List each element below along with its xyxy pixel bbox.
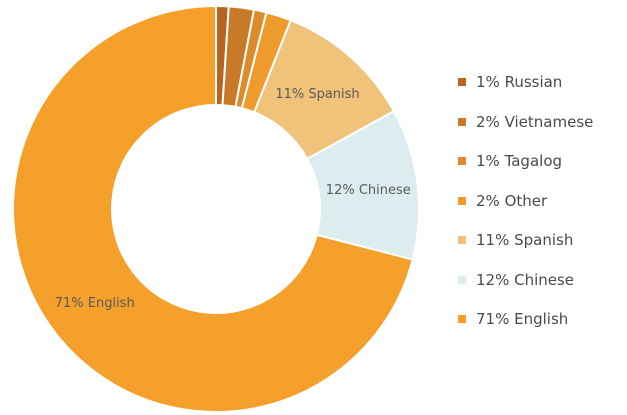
legend-label-3: 2% Other xyxy=(476,191,548,210)
donut-slices xyxy=(12,4,420,413)
donut-chart: 11% Spanish 12% Chinese 71% English xyxy=(12,4,420,413)
legend-label-0: 1% Russian xyxy=(476,73,563,91)
legend-swatch-6 xyxy=(458,315,466,323)
legend-label-6: 71% English xyxy=(476,310,569,328)
legend-item-0: 1% Russian xyxy=(458,72,593,92)
legend-label-4: 11% Spanish xyxy=(476,231,574,249)
slice-label-6: 71% English xyxy=(55,296,135,311)
slice-labels: 11% Spanish 12% Chinese 71% English xyxy=(55,87,411,311)
legend-swatch-2 xyxy=(458,157,466,165)
legend-item-5: 12% Chinese xyxy=(458,270,593,290)
legend-swatch-3 xyxy=(458,196,466,205)
legend-swatch-4 xyxy=(458,236,466,244)
legend-label-2: 1% Tagalog xyxy=(476,152,563,170)
legend-label-5: 12% Chinese xyxy=(476,270,575,289)
legend-item-1: 2% Vietnamese xyxy=(458,112,593,132)
legend-item-3: 2% Other xyxy=(458,191,593,211)
legend-swatch-0 xyxy=(458,78,466,86)
legend-item-2: 1% Tagalog xyxy=(458,151,593,171)
legend-label-1: 2% Vietnamese xyxy=(476,112,594,131)
legend-item-4: 11% Spanish xyxy=(458,230,593,250)
legend-item-6: 71% English xyxy=(458,309,593,329)
slice-label-4: 11% Spanish xyxy=(275,87,359,102)
legend-swatch-5 xyxy=(458,275,466,284)
legend-swatch-1 xyxy=(458,117,466,126)
chart-legend: 1% Russian 2% Vietnamese 1% Tagalog 2% Othe… xyxy=(458,72,593,349)
donut-slice-6 xyxy=(12,4,414,413)
slice-label-5: 12% Chinese xyxy=(326,183,411,198)
